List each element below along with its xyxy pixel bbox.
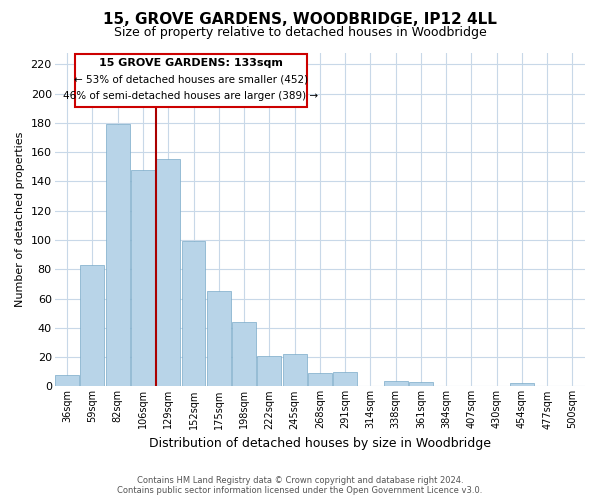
Text: Contains HM Land Registry data © Crown copyright and database right 2024.
Contai: Contains HM Land Registry data © Crown c… bbox=[118, 476, 482, 495]
Bar bbox=[232, 322, 256, 386]
Bar bbox=[156, 160, 180, 386]
Bar bbox=[333, 372, 357, 386]
Bar bbox=[383, 380, 407, 386]
Text: ← 53% of detached houses are smaller (452): ← 53% of detached houses are smaller (45… bbox=[74, 75, 308, 85]
Text: 15 GROVE GARDENS: 133sqm: 15 GROVE GARDENS: 133sqm bbox=[99, 58, 283, 68]
Text: 46% of semi-detached houses are larger (389) →: 46% of semi-detached houses are larger (… bbox=[64, 92, 319, 102]
Bar bbox=[257, 356, 281, 386]
Text: Size of property relative to detached houses in Woodbridge: Size of property relative to detached ho… bbox=[113, 26, 487, 39]
Bar bbox=[182, 242, 205, 386]
X-axis label: Distribution of detached houses by size in Woodbridge: Distribution of detached houses by size … bbox=[149, 437, 491, 450]
Y-axis label: Number of detached properties: Number of detached properties bbox=[15, 132, 25, 307]
Bar bbox=[55, 374, 79, 386]
Bar bbox=[510, 384, 534, 386]
Text: 15, GROVE GARDENS, WOODBRIDGE, IP12 4LL: 15, GROVE GARDENS, WOODBRIDGE, IP12 4LL bbox=[103, 12, 497, 28]
FancyBboxPatch shape bbox=[75, 54, 307, 106]
Bar bbox=[80, 265, 104, 386]
Bar bbox=[106, 124, 130, 386]
Bar bbox=[409, 382, 433, 386]
Bar bbox=[207, 291, 231, 386]
Bar bbox=[308, 373, 332, 386]
Bar bbox=[131, 170, 155, 386]
Bar bbox=[283, 354, 307, 386]
